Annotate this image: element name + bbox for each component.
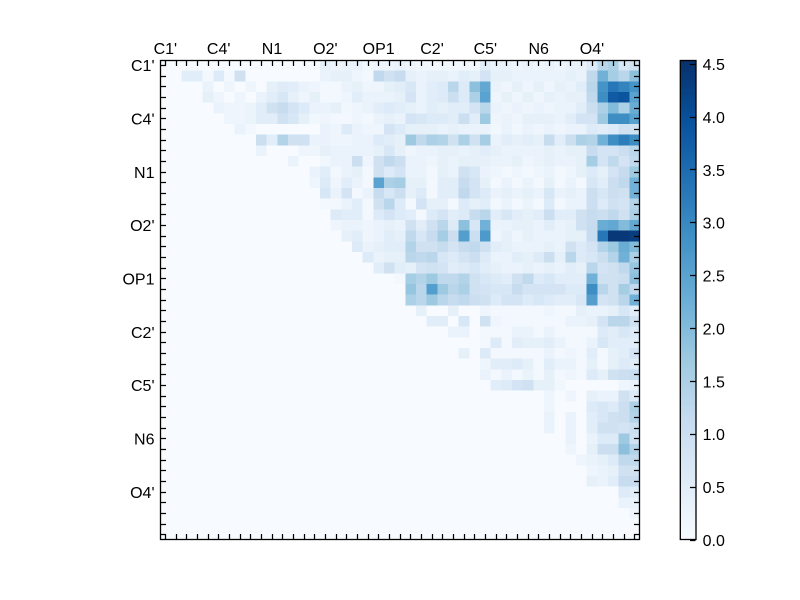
svg-text:OP1: OP1 xyxy=(363,41,395,58)
svg-text:N6: N6 xyxy=(134,432,155,449)
svg-text:3.5: 3.5 xyxy=(703,163,725,180)
svg-text:C1': C1' xyxy=(154,41,178,58)
svg-text:2.0: 2.0 xyxy=(703,321,725,338)
svg-text:O2': O2' xyxy=(130,218,154,235)
svg-text:O4': O4' xyxy=(580,41,604,58)
svg-text:OP1: OP1 xyxy=(122,272,154,289)
svg-text:4.0: 4.0 xyxy=(703,110,725,127)
svg-text:0.5: 0.5 xyxy=(703,480,725,497)
svg-text:1.5: 1.5 xyxy=(703,374,725,391)
svg-text:C1': C1' xyxy=(131,58,155,75)
svg-text:N6: N6 xyxy=(528,41,549,58)
svg-text:O2': O2' xyxy=(313,41,337,58)
svg-text:2.5: 2.5 xyxy=(703,269,725,286)
svg-text:C2': C2' xyxy=(131,325,155,342)
svg-text:C4': C4' xyxy=(131,112,155,129)
svg-text:C2': C2' xyxy=(420,41,444,58)
svg-text:1.0: 1.0 xyxy=(703,427,725,444)
svg-text:N1: N1 xyxy=(262,41,283,58)
svg-text:O4': O4' xyxy=(130,485,154,502)
svg-text:C5': C5' xyxy=(474,41,498,58)
svg-text:C4': C4' xyxy=(207,41,231,58)
svg-text:3.0: 3.0 xyxy=(703,216,725,233)
svg-text:C5': C5' xyxy=(131,378,155,395)
svg-text:N1: N1 xyxy=(134,165,155,182)
svg-text:0.0: 0.0 xyxy=(703,533,725,550)
svg-text:4.5: 4.5 xyxy=(703,57,725,74)
